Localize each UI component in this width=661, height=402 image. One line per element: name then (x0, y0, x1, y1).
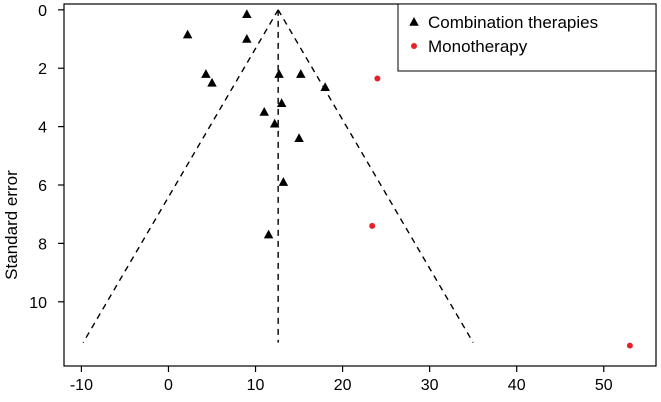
funnel-left-line (82, 9, 279, 343)
monotherapy-point (369, 222, 376, 229)
combination-point (182, 29, 193, 39)
x-axis: -10 0 10 20 30 40 50 (70, 366, 613, 394)
combination-point (278, 177, 289, 186)
legend-box (397, 3, 657, 72)
combination-point (296, 69, 306, 78)
monotherapy-point (626, 342, 633, 349)
y-axis: 0 2 4 6 8 10 (29, 3, 64, 312)
legend-circle-icon (411, 43, 417, 49)
combination-point (276, 98, 287, 108)
x-tick-label: 50 (595, 377, 613, 394)
combination-point (274, 69, 284, 78)
combination-point (269, 118, 280, 128)
x-tick-label: 10 (247, 377, 265, 394)
x-tick-label: 40 (508, 377, 526, 394)
data-points (182, 9, 633, 349)
funnel-right-line (277, 9, 474, 343)
legend-triangle-icon (409, 17, 419, 26)
y-tick-label: 0 (38, 3, 47, 20)
y-tick-label: 10 (29, 295, 47, 312)
y-tick-label: 6 (38, 178, 47, 195)
combination-point (201, 69, 211, 78)
x-tick-label: -10 (70, 377, 93, 394)
combination-point (207, 77, 217, 87)
combination-point (242, 34, 252, 43)
x-tick-label: 20 (334, 377, 352, 394)
y-tick-label: 4 (38, 120, 47, 137)
combination-point (242, 9, 252, 18)
combination-point (263, 229, 274, 239)
combination-point (294, 133, 304, 143)
combination-point (320, 82, 330, 91)
combination-point (259, 107, 269, 116)
y-tick-label: 8 (38, 236, 47, 253)
y-axis-label: Standard error (2, 170, 21, 280)
y-tick-label: 2 (38, 61, 47, 78)
monotherapy-point (374, 75, 381, 82)
funnel-lines (82, 9, 474, 343)
x-tick-label: 30 (421, 377, 439, 394)
legend: Combination therapies Monotherapy (397, 3, 657, 72)
legend-label: Monotherapy (428, 37, 528, 56)
legend-label: Combination therapies (428, 13, 598, 32)
x-tick-label: 0 (164, 377, 173, 394)
